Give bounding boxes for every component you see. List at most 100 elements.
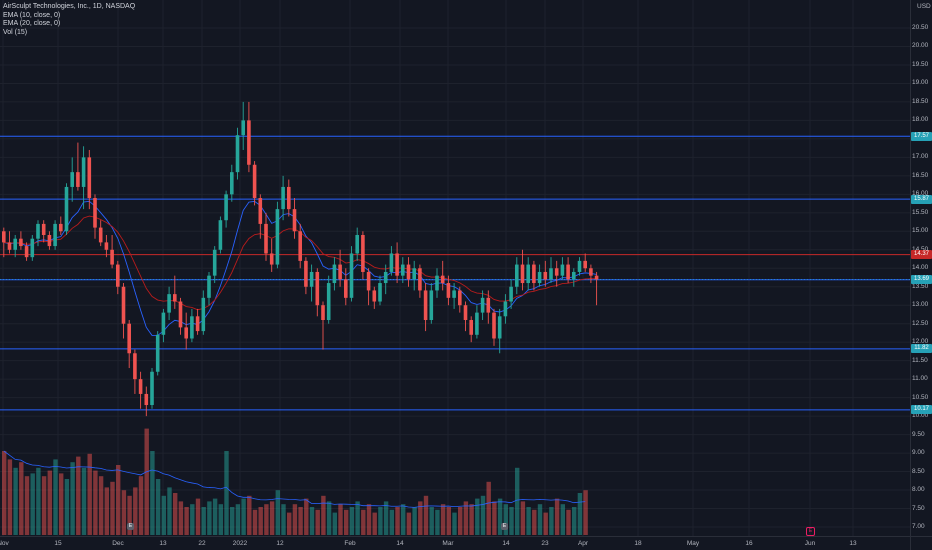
volume-bar: [93, 470, 98, 535]
candle-body: [361, 234, 365, 272]
volume-bar: [41, 476, 47, 535]
ema20-label[interactable]: EMA (20, close, 0): [3, 20, 61, 27]
price-axis-label: 16.00: [912, 190, 929, 198]
price-axis-label: 12.00: [912, 338, 929, 346]
volume-bar: [515, 467, 520, 535]
volume-bar: [378, 507, 383, 535]
candle-body: [116, 264, 120, 287]
candle-body: [577, 260, 582, 272]
price-axis-label: 10.50: [912, 393, 929, 401]
candle-body: [572, 271, 576, 280]
candle-body: [298, 231, 302, 261]
volume-label[interactable]: Vol (15): [3, 28, 28, 36]
candle-body: [463, 305, 468, 321]
candle: [167, 286, 171, 321]
time-axis-label: 12: [276, 540, 284, 547]
price-axis-label: 19.00: [912, 79, 929, 87]
candle: [298, 223, 302, 269]
candle: [549, 257, 553, 284]
candle-body: [321, 305, 325, 321]
candle-body: [566, 264, 570, 280]
symbol-title[interactable]: AirSculpt Technologies, Inc., 1D, NASDAQ: [3, 3, 136, 10]
candle: [252, 161, 257, 206]
candle-body: [47, 234, 52, 247]
candle: [258, 194, 263, 239]
volume-bar: [264, 504, 269, 535]
candle-body: [201, 297, 206, 332]
candle: [81, 146, 86, 210]
volume-bar: [230, 507, 235, 535]
candle-body: [554, 268, 559, 276]
volume-bar: [173, 493, 178, 535]
candle: [355, 227, 359, 261]
candle: [7, 231, 12, 254]
price-axis-label: 8.50: [912, 467, 925, 475]
price-axis-label: 20.50: [912, 24, 929, 31]
candle: [24, 242, 29, 261]
candle: [338, 249, 342, 287]
candle-body: [292, 209, 297, 232]
price-axis-label: 15.00: [912, 227, 929, 235]
candle-body: [526, 264, 530, 284]
volume-bar: [321, 495, 326, 535]
volume-bar: [332, 512, 337, 535]
candle-body: [583, 260, 587, 269]
candle: [230, 164, 234, 202]
candle-body: [344, 279, 348, 298]
candle: [155, 331, 160, 376]
volume-bar: [98, 476, 104, 535]
horizontal-levels: [0, 135, 910, 411]
candle: [372, 286, 377, 309]
candle: [138, 371, 143, 409]
volume-bar: [566, 509, 571, 535]
candle-body: [218, 220, 223, 250]
candle-body: [36, 223, 40, 239]
candle-body: [549, 268, 553, 280]
volume-bar: [554, 498, 560, 535]
currency-label[interactable]: USD: [917, 3, 931, 10]
volume-bar: [361, 509, 366, 535]
volume-bar: [309, 507, 315, 535]
candle: [577, 257, 582, 276]
volume-bar: [412, 507, 417, 535]
volume-bar: [19, 462, 24, 535]
candle-body: [429, 290, 434, 321]
candle-body: [446, 283, 451, 298]
candle: [378, 275, 382, 306]
volume-bar: [47, 470, 52, 535]
volume-bar: [161, 495, 166, 535]
volume-bar: [435, 509, 440, 535]
time-axis-label: 13: [849, 540, 857, 547]
candle: [13, 234, 17, 258]
candle: [526, 257, 530, 291]
volume-bar: [252, 509, 258, 535]
time-axis-label: 23: [541, 540, 549, 547]
candle: [532, 260, 536, 291]
price-axis-label: 8.00: [912, 486, 925, 494]
candle-body: [258, 198, 263, 224]
earnings-event-marker[interactable]: E: [501, 523, 508, 530]
candle-body: [287, 186, 291, 210]
price-tag: 17.57: [911, 131, 932, 141]
candle: [349, 246, 354, 302]
candle: [133, 349, 137, 394]
candle-body: [383, 271, 388, 284]
candle-body: [7, 242, 12, 250]
volume-bar: [292, 504, 298, 535]
candle-body: [195, 316, 200, 332]
earnings-event-marker[interactable]: E: [806, 527, 815, 536]
volume-bar: [395, 507, 400, 535]
candle: [76, 142, 80, 191]
candle: [572, 268, 576, 287]
candle-body: [173, 294, 177, 302]
candle-body: [389, 253, 394, 272]
price-tag: 11.82: [911, 344, 932, 354]
ema10-label[interactable]: EMA (10, close, 0): [3, 11, 61, 19]
candle: [423, 283, 428, 332]
candle: [480, 290, 485, 321]
candle-body: [241, 120, 245, 136]
volume-bar: [281, 504, 286, 535]
earnings-event-marker[interactable]: E: [127, 523, 134, 530]
time-axis-label: 14: [502, 540, 510, 547]
